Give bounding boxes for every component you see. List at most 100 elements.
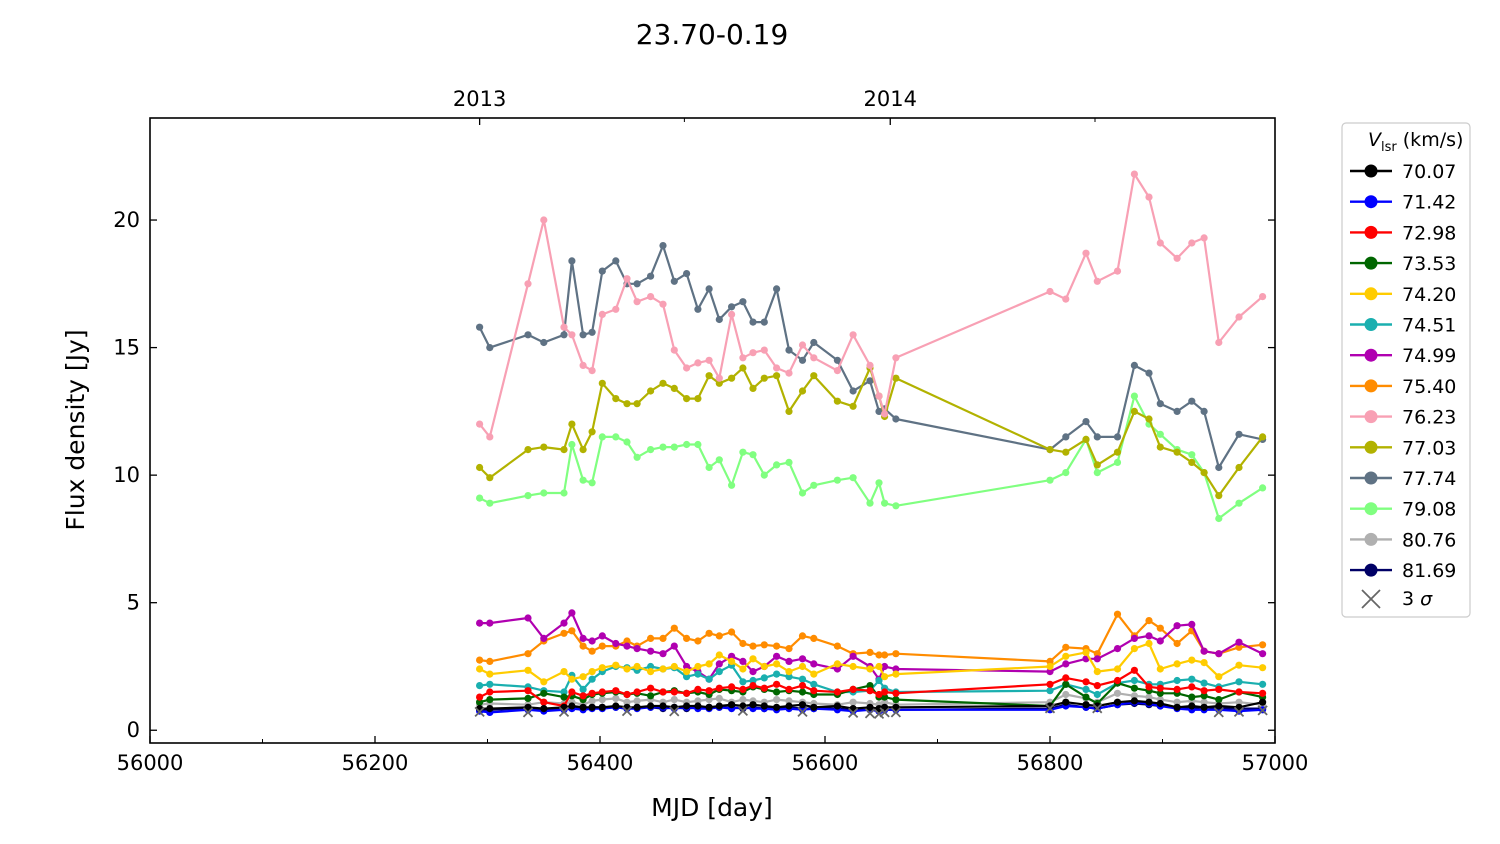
data-point [1173, 685, 1181, 694]
sigma-marker [1257, 705, 1268, 716]
legend-marker [1364, 532, 1378, 546]
data-point [540, 443, 548, 451]
series-79.08 [476, 392, 1267, 523]
data-point [773, 680, 781, 688]
data-point [588, 647, 596, 655]
data-point [579, 476, 587, 484]
data-point [849, 662, 857, 671]
data-point [1259, 698, 1267, 706]
data-point [1259, 433, 1267, 441]
data-point [694, 637, 702, 645]
data-point [881, 673, 889, 681]
data-point [524, 614, 532, 622]
data-point [1173, 660, 1181, 668]
data-point [588, 637, 596, 645]
data-point [659, 634, 667, 643]
data-point [1046, 657, 1054, 666]
data-point [1082, 648, 1090, 657]
data-point [728, 303, 736, 311]
data-point [1156, 239, 1164, 247]
data-point [540, 489, 548, 497]
data-point [749, 384, 757, 392]
data-point [1145, 415, 1153, 423]
data-point [849, 402, 857, 410]
data-point [1062, 698, 1070, 706]
data-point [875, 662, 883, 671]
y-tick-label: 0 [127, 718, 140, 742]
data-point [785, 346, 793, 354]
data-point [749, 642, 757, 650]
data-point [760, 684, 768, 692]
legend-label: 71.42 [1402, 192, 1456, 214]
data-point [1235, 678, 1243, 686]
data-point [1215, 463, 1223, 472]
data-point [1062, 433, 1070, 441]
data-point [749, 682, 757, 690]
data-point [623, 665, 631, 673]
data-point [1130, 170, 1138, 178]
legend-marker [1364, 379, 1378, 393]
data-point [1235, 430, 1243, 438]
legend-label: 77.03 [1402, 437, 1456, 459]
data-point [833, 476, 842, 484]
data-point [728, 481, 736, 489]
y-tick-label: 5 [127, 591, 140, 615]
data-point [749, 349, 757, 357]
data-point [1156, 624, 1164, 632]
legend-marker [1364, 225, 1378, 239]
legend-entry: 74.51 [1350, 315, 1456, 337]
data-point [798, 632, 807, 640]
data-point [1062, 674, 1070, 682]
data-point [1145, 193, 1153, 201]
data-point [623, 642, 631, 650]
data-point [875, 705, 883, 713]
legend-marker [1364, 502, 1378, 516]
legend-label: 73.53 [1402, 253, 1456, 275]
data-point [875, 651, 883, 659]
data-point [560, 693, 568, 701]
data-point [866, 703, 874, 711]
data-point [866, 377, 874, 385]
data-point [588, 328, 596, 336]
data-point [1130, 407, 1138, 415]
top-tick-label: 2014 [864, 87, 917, 111]
data-point [612, 257, 620, 265]
legend-sigma-label: 3 σ [1402, 588, 1433, 610]
data-point [798, 675, 807, 683]
data-point [476, 698, 484, 706]
data-point [1082, 678, 1090, 686]
data-point [739, 298, 747, 306]
data-point [1215, 673, 1223, 681]
legend-entry: 70.07 [1350, 161, 1456, 183]
data-point [785, 458, 793, 466]
legend-box [1341, 122, 1471, 618]
top-axis: 2013 2014 [453, 87, 1096, 125]
data-point [1046, 662, 1054, 671]
data-point [560, 446, 568, 454]
legend-title-subscript: lsr [1381, 140, 1397, 155]
data-point [659, 665, 667, 673]
data-point [659, 379, 667, 387]
sigma-marker [1233, 706, 1245, 718]
data-point [588, 367, 596, 375]
data-point [1046, 446, 1054, 454]
data-point [1188, 620, 1196, 629]
data-point [1093, 277, 1101, 285]
data-point [588, 689, 596, 697]
data-point [647, 446, 655, 454]
data-point [694, 305, 702, 313]
data-point [1200, 647, 1208, 655]
data-point [1145, 369, 1153, 377]
legend-entry: 80.76 [1350, 529, 1456, 551]
sigma-markers [474, 703, 1268, 720]
x-tick-label: 56000 [117, 751, 184, 775]
data-point [1156, 699, 1164, 708]
data-point [1130, 692, 1138, 700]
data-point [810, 372, 818, 380]
data-point [1046, 680, 1054, 688]
data-point [875, 690, 883, 699]
data-point [810, 634, 818, 643]
legend-label: 74.99 [1402, 345, 1456, 367]
data-point [524, 687, 532, 695]
